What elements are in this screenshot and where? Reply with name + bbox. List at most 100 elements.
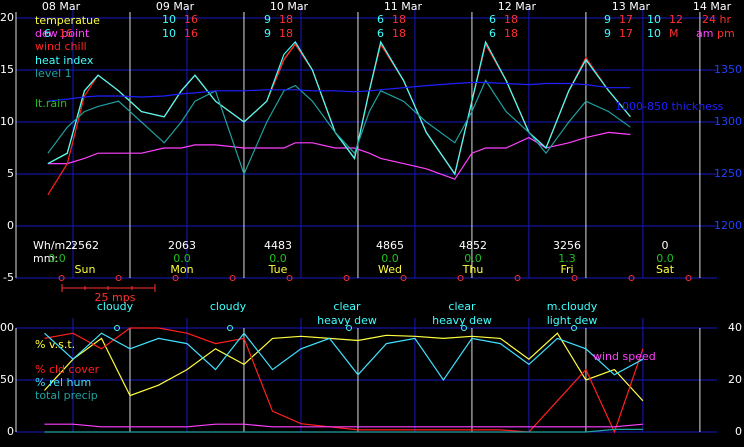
y-tick-label: -5 [3, 271, 14, 284]
legend-entry: % rel hum [35, 376, 91, 389]
energy-value: 0 [662, 239, 669, 252]
wind-marker [400, 275, 407, 281]
rain-label: mm: [33, 252, 58, 265]
energy-value: 4852 [459, 239, 487, 252]
min-value: 9 [264, 27, 271, 40]
y-tick-label: 10 [0, 115, 14, 128]
series-line [44, 327, 644, 434]
sky-condition: clear [448, 300, 476, 313]
scale-bar [61, 284, 156, 292]
day-name: Wed [378, 263, 402, 276]
y-tick-label: 100 [0, 321, 14, 334]
wind-marker [343, 275, 350, 281]
y-tick-label: 50 [0, 373, 14, 386]
period-label: pm [717, 27, 735, 40]
wind-marker [457, 275, 464, 281]
x-tick-label: 13 Mar [612, 0, 651, 13]
rain-value: 0.0 [381, 252, 399, 265]
series-line [47, 131, 631, 180]
max-value: 18 [392, 27, 406, 40]
legend-entry: level 1 [35, 67, 72, 80]
max-value: 17 [619, 27, 633, 40]
energy-value: 4483 [264, 239, 292, 252]
wind-marker [229, 275, 236, 281]
min-value: 10 [647, 27, 661, 40]
energy-value: 2063 [168, 239, 196, 252]
min-value: 10 [162, 27, 176, 40]
sky-condition: heavy dew [432, 314, 492, 327]
min-value: 6 [377, 13, 384, 26]
series-line [47, 81, 631, 102]
legend-entry: wind speed [593, 350, 656, 363]
energy-value: 2562 [71, 239, 99, 252]
scale-label: 25 mps [95, 291, 136, 304]
sky-marker [461, 325, 467, 331]
legend-entry: % v.s.t. [35, 338, 75, 351]
max-value: 16 [184, 27, 198, 40]
rain-value: 0.0 [464, 252, 482, 265]
y2-tick-label: 1200 [714, 219, 742, 232]
rain-value: 0.0 [173, 252, 191, 265]
min-value: 6 [377, 27, 384, 40]
rain-value: 0.0 [656, 252, 674, 265]
wind-marker [685, 275, 692, 281]
legend-entry: 1000-850 thickness [615, 100, 724, 113]
sky-condition: cloudy [97, 300, 134, 313]
y2-tick-label: 1300 [714, 115, 742, 128]
series-line [44, 423, 643, 428]
annotation: lt.rain [35, 97, 67, 110]
max-value: 18 [504, 13, 518, 26]
y-tick-label: 0 [7, 425, 14, 438]
day-name: Sat [656, 263, 675, 276]
y2-tick-label: 20 [728, 373, 742, 386]
max-value: 17 [619, 13, 633, 26]
sky-marker [114, 325, 120, 331]
max-value: M [669, 27, 679, 40]
legend-entry: wind chill [35, 40, 87, 53]
min-value: 9 [604, 13, 611, 26]
max-value: 18 [392, 13, 406, 26]
rain-value: 0.0 [269, 252, 287, 265]
y2-tick-label: 1250 [714, 167, 742, 180]
max-value: 18 [504, 27, 518, 40]
wind-marker [115, 275, 122, 281]
x-tick-label: 12 Mar [498, 0, 537, 13]
sky-condition: m.cloudy [547, 300, 598, 313]
sky-condition: light dew [547, 314, 598, 327]
sky-marker [227, 325, 233, 331]
legend-entry: total precip [35, 389, 98, 402]
max-value: 18 [279, 13, 293, 26]
series-line [47, 79, 631, 176]
day-name: Tue [268, 263, 288, 276]
min-value: 6 [489, 27, 496, 40]
max-value: 16 [184, 13, 198, 26]
legend-entry: % cld cover [35, 363, 100, 376]
series-line [44, 428, 643, 433]
y-tick-label: 5 [7, 167, 14, 180]
sky-condition: cloudy [210, 300, 247, 313]
sky-marker [571, 325, 577, 331]
day-name: Sun [75, 263, 96, 276]
min-value: 6 [44, 27, 51, 40]
max-value: 16 [59, 27, 73, 40]
x-tick-label: 10 Mar [270, 0, 309, 13]
period-label: am [696, 27, 713, 40]
max-value: 18 [279, 27, 293, 40]
day-name: Fri [560, 263, 573, 276]
y2-tick-label: 1350 [714, 63, 742, 76]
y2-tick-label: 0 [735, 425, 742, 438]
y-tick-label: 15 [0, 63, 14, 76]
energy-label: Wh/m2: [33, 239, 76, 252]
sky-marker [346, 325, 352, 331]
series-line [44, 332, 644, 382]
rain-value: 1.3 [558, 252, 576, 265]
period-label: 24 hr [702, 13, 731, 26]
wind-marker [58, 275, 65, 281]
day-name: Mon [170, 263, 193, 276]
min-value: 10 [647, 13, 661, 26]
energy-value: 3256 [553, 239, 581, 252]
legend-entry: temperatue [35, 14, 100, 27]
wind-marker [172, 275, 179, 281]
